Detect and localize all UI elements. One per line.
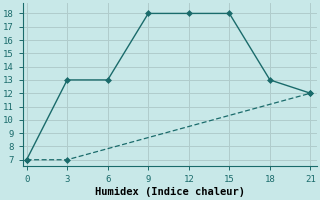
- X-axis label: Humidex (Indice chaleur): Humidex (Indice chaleur): [95, 187, 245, 197]
